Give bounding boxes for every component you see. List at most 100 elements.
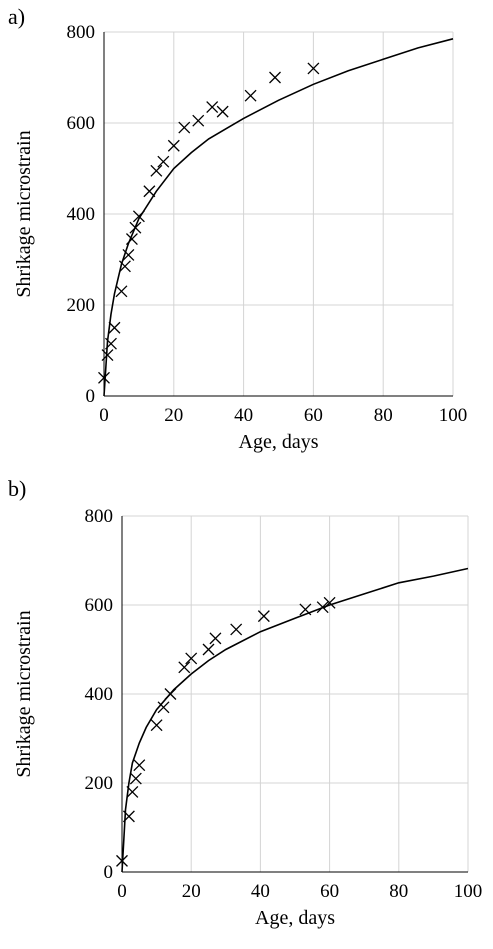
marker-stroke	[299, 603, 312, 616]
marker-stroke	[157, 155, 170, 168]
chart0-y-tick-label: 400	[67, 204, 96, 225]
chart1-x-tick-label: 80	[389, 881, 408, 902]
chart0-data-point-x-marker	[143, 185, 156, 198]
chart0-data-point-x-marker	[307, 62, 320, 75]
panel-a-label: a)	[8, 4, 26, 29]
chart0-x-tick-label: 0	[99, 405, 109, 426]
marker-stroke	[125, 233, 138, 245]
chart0-data-point-x-marker	[98, 371, 110, 384]
marker-stroke	[129, 772, 142, 785]
marker-stroke	[150, 164, 163, 177]
chart1-data-point-x-marker	[299, 603, 312, 616]
chart0-data-point-x-marker	[150, 164, 163, 177]
marker-stroke	[122, 248, 135, 261]
chart0-data-point-x-marker	[108, 321, 121, 334]
marker-stroke	[164, 688, 177, 700]
chart0-data-point-x-marker	[192, 114, 205, 127]
chart0-data-point-x-marker	[118, 260, 131, 273]
chart1-data-point-x-marker	[185, 652, 198, 665]
marker-stroke	[192, 114, 205, 127]
chart0-x-tick-label: 40	[234, 405, 253, 426]
chart0-x-tick-label: 100	[439, 405, 468, 426]
chart1-data-point-x-marker	[209, 632, 222, 645]
chart1-x-tick-label: 0	[117, 881, 127, 902]
marker-stroke	[157, 701, 170, 714]
chart1-y-axis-title: Shrikage microstrain	[13, 610, 35, 777]
marker-stroke	[98, 371, 110, 384]
chart1-y-tick-label: 800	[85, 506, 114, 527]
marker-stroke	[307, 62, 320, 75]
marker-stroke	[133, 759, 146, 772]
marker-stroke	[316, 601, 329, 614]
chart1-data-point-x-marker	[157, 701, 170, 714]
marker-stroke	[178, 661, 191, 674]
chart1-data-point-x-marker	[122, 810, 135, 823]
chart0-data-point-x-marker	[129, 221, 142, 234]
chart1-y-tick-label: 200	[85, 773, 114, 794]
marker-stroke	[178, 121, 191, 134]
marker-stroke	[206, 101, 219, 114]
marker-stroke	[126, 785, 139, 798]
chart1-x-axis-title: Age, days	[255, 907, 335, 929]
marker-stroke	[244, 89, 257, 102]
chart1-y-tick-label: 0	[104, 862, 114, 883]
chart0-data-point-x-marker	[122, 248, 135, 261]
chart1-data-point-x-marker	[129, 772, 142, 785]
marker-stroke	[167, 139, 180, 152]
chart1-data-point-x-marker	[178, 661, 191, 674]
chart0-fitted-line	[103, 38, 454, 397]
chart1-data-point-x-marker	[126, 785, 139, 798]
marker-stroke	[132, 210, 145, 223]
chart0-y-tick-label: 200	[67, 295, 96, 316]
chart0-data-point-x-marker	[115, 285, 128, 298]
marker-stroke	[216, 105, 229, 118]
chart0-data-point-x-marker	[167, 139, 180, 152]
chart1-data-point-x-marker	[202, 643, 215, 656]
chart0-data-point-x-marker	[132, 210, 145, 223]
chart0-x-tick-label: 60	[304, 405, 323, 426]
chart1-data-point-x-marker	[257, 610, 270, 623]
marker-stroke	[122, 810, 135, 823]
chart1-data-point-x-marker	[116, 854, 128, 867]
marker-stroke	[202, 643, 215, 656]
chart1-y-tick-label: 600	[85, 595, 114, 616]
marker-stroke	[150, 719, 163, 732]
marker-stroke	[230, 623, 243, 636]
chart0-y-axis-title: Shrikage microstrain	[13, 130, 35, 297]
chart0-data-point-x-marker	[101, 349, 114, 362]
chart-panel-a: 0 20 40 60 80 100 0 200 400 600 800 Age, days Shrika…	[13, 22, 468, 453]
chart1-x-tick-label: 100	[454, 881, 483, 902]
chart1-data-point-x-marker	[133, 759, 146, 772]
marker-stroke	[108, 321, 121, 334]
chart0-data-point-x-marker	[105, 337, 117, 350]
marker-stroke	[105, 337, 117, 350]
marker-stroke	[129, 221, 142, 234]
marker-stroke	[101, 349, 114, 362]
marker-stroke	[257, 610, 270, 623]
marker-stroke	[323, 596, 336, 609]
chart0-data-point-x-marker	[178, 121, 191, 134]
marker-stroke	[118, 260, 131, 273]
chart0-data-point-x-marker	[216, 105, 229, 118]
chart-panel-b: 0 20 40 60 80 100 0 200 400 600 800 Age, days Shrika…	[13, 506, 483, 929]
chart0-y-tick-label: 0	[86, 386, 96, 407]
marker-stroke	[115, 285, 128, 298]
chart1-data-point-x-marker	[323, 596, 336, 609]
chart0-x-tick-label: 80	[374, 405, 393, 426]
chart1-x-tick-label: 20	[182, 881, 201, 902]
marker-stroke	[269, 71, 281, 84]
chart0-data-point-x-marker	[244, 89, 257, 102]
chart1-fitted-line	[121, 567, 469, 873]
chart0-y-tick-label: 800	[67, 22, 96, 43]
marker-stroke	[185, 652, 198, 665]
chart0-data-point-x-marker	[206, 101, 219, 114]
chart0-y-tick-label: 600	[67, 113, 96, 134]
chart1-y-tick-label: 400	[85, 684, 114, 705]
marker-stroke	[143, 185, 156, 198]
chart1-data-point-x-marker	[230, 623, 243, 636]
marker-stroke	[116, 854, 128, 867]
panel-b-label: b)	[8, 476, 27, 501]
chart1-data-point-x-marker	[316, 601, 329, 614]
chart0-data-point-x-marker	[269, 71, 281, 84]
chart1-data-point-x-marker	[150, 719, 163, 732]
